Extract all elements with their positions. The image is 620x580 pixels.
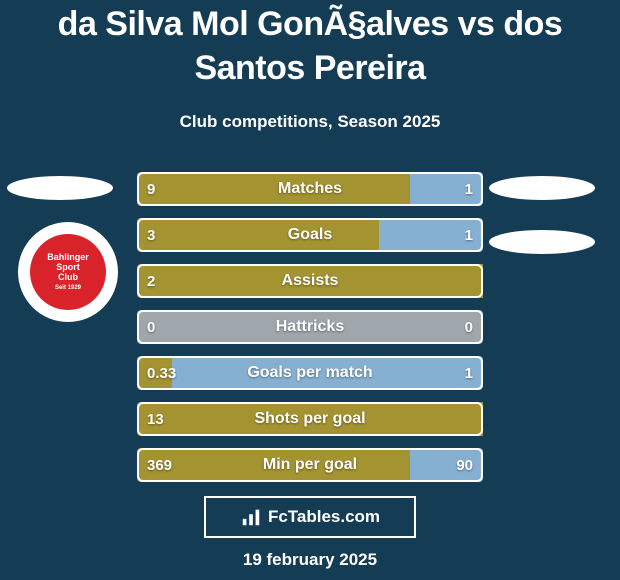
stat-row: 0.331Goals per match xyxy=(137,356,483,390)
club-badge: Bahlinger Sport Club Seit 1929 xyxy=(18,222,118,322)
subtitle: Club competitions, Season 2025 xyxy=(0,112,620,132)
stat-label: Matches xyxy=(137,172,483,206)
comparison-card: da Silva Mol GonÃ§alves vs dos Santos Pe… xyxy=(0,0,620,580)
badge-line-3: Club xyxy=(47,273,89,283)
stat-row: 36990Min per goal xyxy=(137,448,483,482)
stat-row: 13Shots per goal xyxy=(137,402,483,436)
fctables-logo: FcTables.com xyxy=(204,496,416,538)
stat-row: 91Matches xyxy=(137,172,483,206)
stat-label: Goals per match xyxy=(137,356,483,390)
badge-subline: Seit 1929 xyxy=(47,285,89,292)
bar-chart-icon xyxy=(240,506,262,528)
stat-row: 00Hattricks xyxy=(137,310,483,344)
decorative-oval xyxy=(7,176,113,200)
stat-label: Shots per goal xyxy=(137,402,483,436)
date-label: 19 february 2025 xyxy=(0,550,620,570)
club-badge-inner: Bahlinger Sport Club Seit 1929 xyxy=(30,234,106,310)
decorative-oval xyxy=(489,230,595,254)
page-title: da Silva Mol GonÃ§alves vs dos Santos Pe… xyxy=(0,2,620,90)
logo-text: FcTables.com xyxy=(268,507,380,527)
stat-label: Min per goal xyxy=(137,448,483,482)
club-badge-text: Bahlinger Sport Club Seit 1929 xyxy=(47,253,89,291)
decorative-oval xyxy=(489,176,595,200)
stat-row: 31Goals xyxy=(137,218,483,252)
stat-row: 2Assists xyxy=(137,264,483,298)
stat-bars: 91Matches 31Goals 2Assists 00Hattricks 0.331… xyxy=(137,172,483,494)
stat-label: Goals xyxy=(137,218,483,252)
stat-label: Hattricks xyxy=(137,310,483,344)
stat-label: Assists xyxy=(137,264,483,298)
